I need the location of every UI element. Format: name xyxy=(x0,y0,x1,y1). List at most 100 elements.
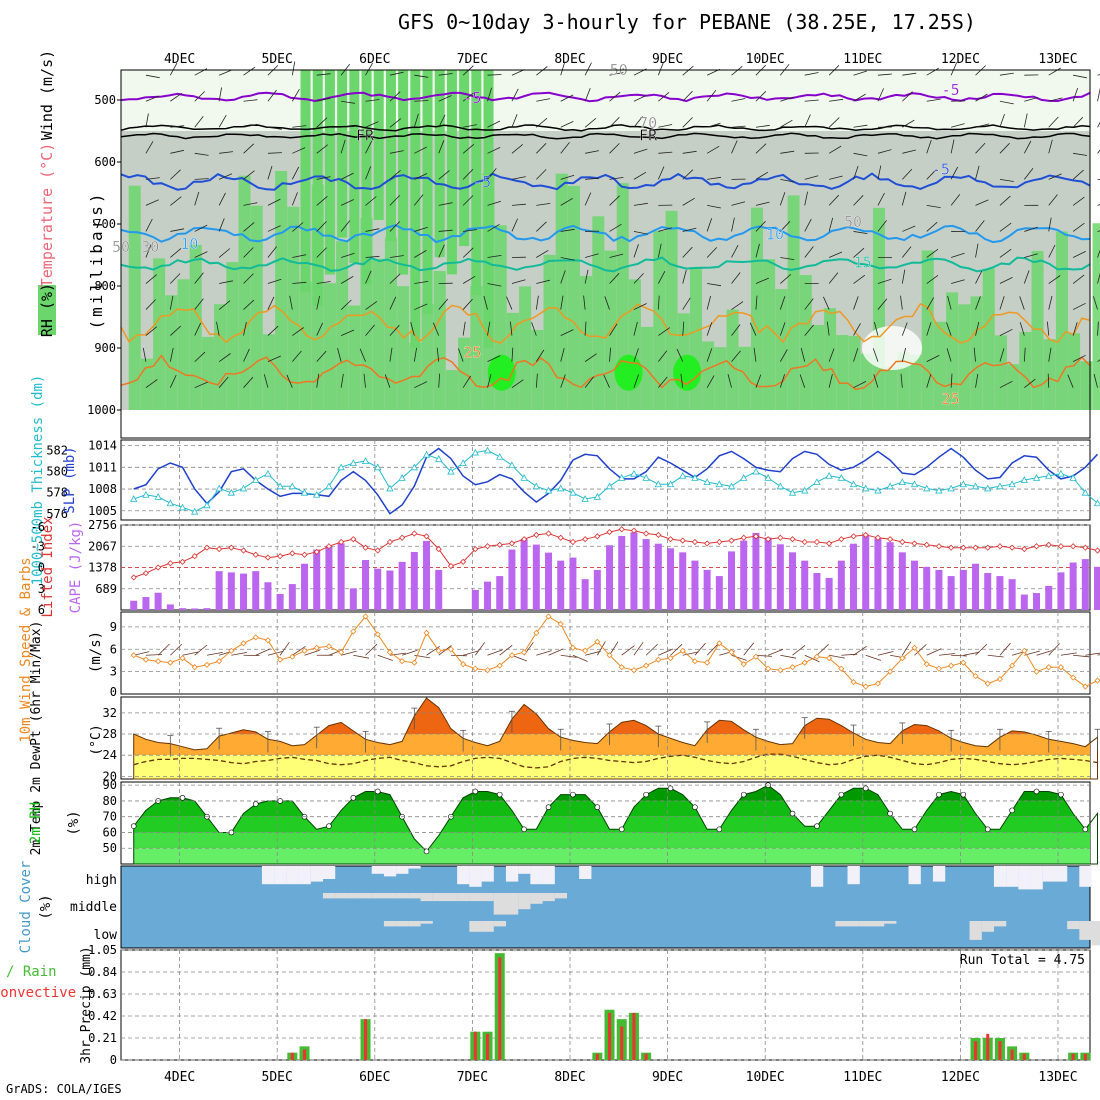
wind-barb xyxy=(389,296,397,310)
cape-bar xyxy=(801,560,809,610)
wind-barb xyxy=(804,72,819,76)
rh-region xyxy=(860,353,873,410)
wind-barb xyxy=(999,380,1013,389)
wind-barb xyxy=(145,141,154,154)
lifted-point xyxy=(167,560,174,567)
contour-line xyxy=(120,302,1091,344)
y-tick-label: 800 xyxy=(94,279,116,293)
wind-speed-point xyxy=(960,659,967,666)
thickness-point xyxy=(984,484,992,492)
wind-barb xyxy=(706,295,711,310)
wind-barb xyxy=(243,66,256,76)
thickness-point xyxy=(508,461,516,469)
wind-speed-point xyxy=(386,649,393,656)
lifted-point xyxy=(203,544,210,551)
rh2m-point xyxy=(423,848,430,855)
precip-conv-bar xyxy=(974,1041,978,1060)
wind-barb xyxy=(975,123,990,128)
wind-barb xyxy=(743,642,755,656)
cloud-cell xyxy=(1079,866,1092,887)
wind-barb xyxy=(462,275,476,284)
lifted-point xyxy=(252,551,259,558)
wind-barb xyxy=(170,273,181,284)
rh-region xyxy=(300,70,311,293)
temp2m-ylabel: 2m Temp 2m DewPt (6hr Min/Max) xyxy=(29,621,44,856)
wind-barb xyxy=(633,171,647,180)
cloud-cell xyxy=(261,866,275,885)
cape-bar xyxy=(898,552,906,610)
wind-barb xyxy=(800,347,806,362)
wind-barb xyxy=(316,373,320,388)
rh-region xyxy=(1031,251,1044,410)
wind-barb xyxy=(946,322,952,336)
wind-barb xyxy=(487,283,502,287)
wind-barb xyxy=(487,223,500,232)
wind-barb xyxy=(755,243,760,258)
wind-barb xyxy=(926,248,939,258)
wind-barb xyxy=(901,269,906,284)
rh-region xyxy=(459,70,470,247)
wind-barb xyxy=(243,247,254,258)
cloud-cell xyxy=(444,893,458,902)
wind-speed-point xyxy=(923,661,930,668)
wind-barb xyxy=(438,373,440,388)
bottom-day-label: 9DEC xyxy=(652,1070,683,1085)
thickness-point xyxy=(142,490,150,498)
rh-region xyxy=(799,275,812,410)
wind-barb xyxy=(609,253,624,258)
wind-barb xyxy=(804,218,812,232)
cape-bar xyxy=(972,563,980,610)
wind-speed-point xyxy=(704,659,711,666)
cloud-cell xyxy=(469,893,482,902)
wind-barb xyxy=(438,114,446,128)
wind-barb xyxy=(1024,378,1036,388)
wind-speed-point xyxy=(167,659,174,666)
wind-barb xyxy=(414,146,427,154)
rh2m-point xyxy=(252,801,259,807)
rh-region xyxy=(336,241,349,410)
cape-bar xyxy=(179,608,187,610)
wind-barb xyxy=(873,374,879,388)
top-day-label: 7DEC xyxy=(457,52,488,67)
rh-region xyxy=(434,70,445,258)
wind-barb xyxy=(499,644,513,656)
cape-bar xyxy=(496,576,504,610)
wind-barb xyxy=(853,247,865,258)
wind-speed-point xyxy=(252,634,259,641)
wind-barb xyxy=(506,296,513,310)
wind-barb xyxy=(389,273,401,284)
cape-bar xyxy=(728,551,736,610)
wind-barb xyxy=(438,140,445,154)
lifted-point xyxy=(533,531,540,538)
wind-barb xyxy=(536,117,548,128)
wind-barb xyxy=(304,649,320,656)
wind-barb xyxy=(584,88,591,102)
thickness-point xyxy=(276,482,284,490)
wind-barb xyxy=(286,374,293,388)
y-tick-label: 0 xyxy=(110,1053,117,1067)
rh-region xyxy=(1007,364,1020,410)
wind-barb xyxy=(365,121,379,128)
wind-barb xyxy=(487,649,503,656)
lifted-point xyxy=(838,536,845,543)
wind-barb xyxy=(243,299,255,310)
contour-line xyxy=(120,91,1091,103)
cloud-cell xyxy=(993,866,1007,887)
upper-air-ylabel-rh: RH (%) xyxy=(38,283,56,337)
wind-barb xyxy=(1036,650,1052,656)
cloud-level-label: middle xyxy=(70,900,117,915)
wind-barb xyxy=(926,67,940,76)
wind-speed-point xyxy=(399,658,406,665)
wind-barb xyxy=(365,196,377,206)
rh-region xyxy=(531,329,544,410)
wind-barb xyxy=(633,244,639,258)
rh2m-point xyxy=(1009,807,1015,814)
thickness-point xyxy=(1045,471,1053,479)
wind-barb xyxy=(170,325,181,336)
wind-speed-point xyxy=(533,629,540,636)
wind-barb xyxy=(1019,322,1025,336)
wind-barb xyxy=(243,321,247,336)
wind-barb xyxy=(926,221,938,232)
thickness-point xyxy=(947,484,955,492)
rh-region xyxy=(665,210,678,410)
